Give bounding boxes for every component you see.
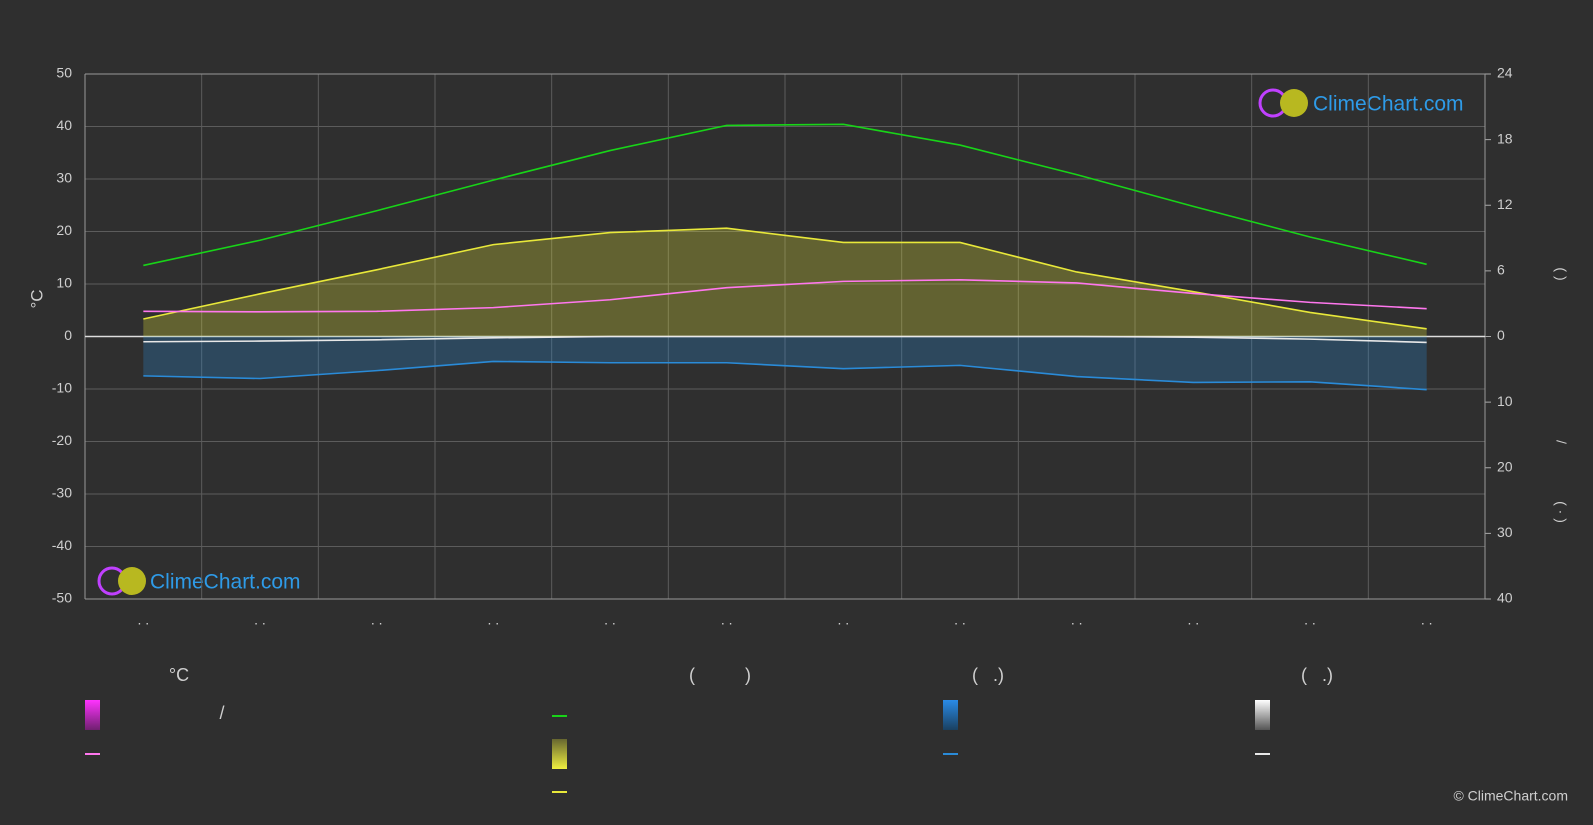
- y2-tick-label: 0: [1497, 327, 1505, 343]
- legend-header: ( .): [1301, 665, 1333, 685]
- y2-tick-label: 12: [1497, 196, 1513, 212]
- y-tick-label: -40: [52, 537, 72, 553]
- legend-header: ( .): [972, 665, 1004, 685]
- copyright: © ClimeChart.com: [1453, 788, 1568, 804]
- y-tick-label: 20: [56, 222, 72, 238]
- x-tick-label: . .: [487, 612, 499, 628]
- y3-axis-label: ( · ): [1553, 501, 1569, 523]
- x-tick-label: . .: [1421, 612, 1433, 628]
- series-area: [143, 336, 1427, 390]
- series-line: [143, 335, 1427, 344]
- x-tick-label: . .: [954, 612, 966, 628]
- y-tick-label: -20: [52, 432, 72, 448]
- y-tick-label: 30: [56, 170, 72, 186]
- series-line: [143, 278, 1427, 313]
- y-tick-label: -30: [52, 485, 72, 501]
- y-tick-label: 40: [56, 117, 72, 133]
- y2-tick-label: 24: [1497, 65, 1513, 81]
- y2-tick-label: 18: [1497, 130, 1513, 146]
- logo-icon: [1280, 89, 1308, 117]
- legend-swatch: [85, 700, 100, 730]
- logo-top: ClimeChart.com: [1258, 88, 1464, 118]
- y-tick-label: -10: [52, 380, 72, 396]
- y3-tick-label: 40: [1497, 590, 1513, 606]
- x-tick-label: . .: [1187, 612, 1199, 628]
- y3-tick-label: 10: [1497, 393, 1513, 409]
- series-area: [143, 228, 1427, 337]
- logo-bottom: ClimeChart.com: [97, 566, 301, 596]
- y2-tick-label: 6: [1497, 262, 1505, 278]
- y2-axis-label: ( ): [1553, 267, 1569, 280]
- logo-text: ClimeChart.com: [150, 571, 301, 594]
- y-tick-label: -50: [52, 590, 72, 606]
- x-tick-label: . .: [1304, 612, 1316, 628]
- x-tick-label: . .: [721, 612, 733, 628]
- y-tick-label: 50: [56, 65, 72, 81]
- legend-swatch: [552, 739, 567, 769]
- legend-swatch: [943, 700, 958, 730]
- x-tick-label: . .: [254, 612, 266, 628]
- legend-header: °C: [169, 665, 189, 685]
- x-tick-label: . .: [837, 612, 849, 628]
- logo-text: ClimeChart.com: [1313, 93, 1464, 116]
- series-line: [143, 123, 1427, 267]
- y-axis-label: °C: [27, 289, 46, 308]
- legend-swatch: [1255, 700, 1270, 730]
- y3-axis-label: /: [1553, 440, 1569, 444]
- x-tick-label: . .: [604, 612, 616, 628]
- y3-tick-label: 30: [1497, 524, 1513, 540]
- y-tick-label: 10: [56, 275, 72, 291]
- x-tick-label: . .: [371, 612, 383, 628]
- y-tick-label: 0: [64, 327, 72, 343]
- x-tick-label: . .: [137, 612, 149, 628]
- logo-icon: [118, 567, 146, 595]
- y3-tick-label: 20: [1497, 458, 1513, 474]
- x-tick-label: . .: [1071, 612, 1083, 628]
- legend-text: /: [219, 703, 224, 723]
- legend-header: ( ): [689, 665, 751, 685]
- series-line: [143, 360, 1427, 391]
